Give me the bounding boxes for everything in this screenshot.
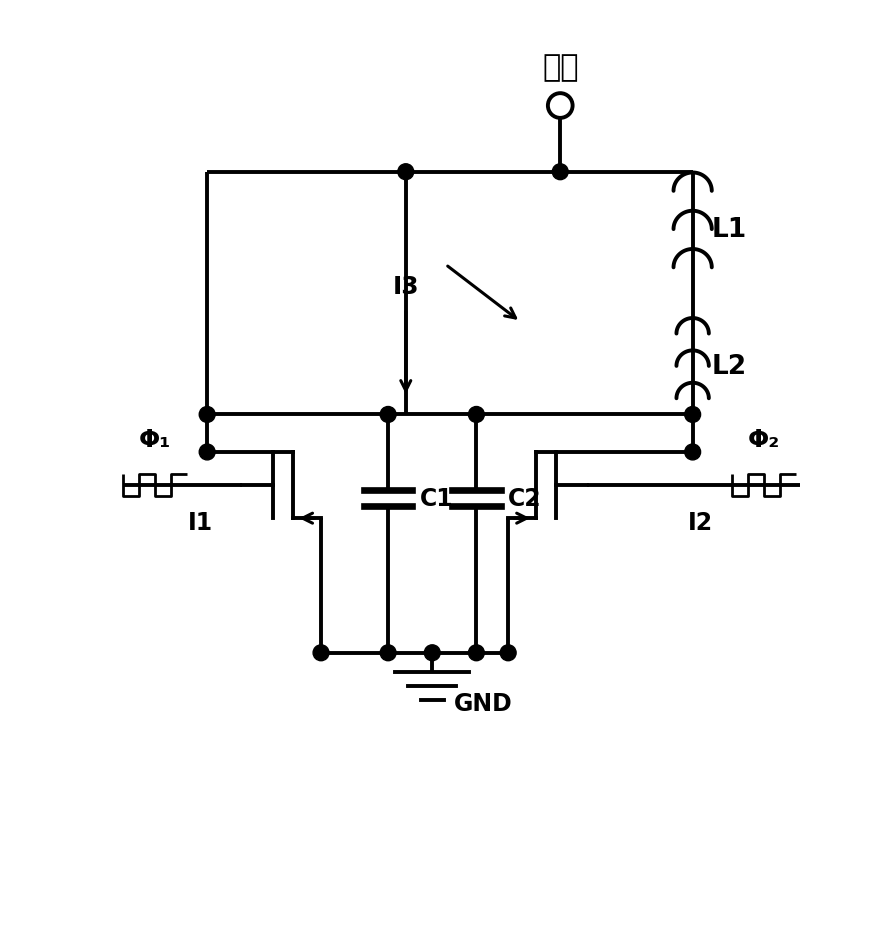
Circle shape — [684, 407, 700, 423]
Text: I1: I1 — [188, 511, 213, 535]
Circle shape — [398, 165, 413, 181]
Text: L2: L2 — [712, 353, 748, 379]
Circle shape — [469, 645, 485, 661]
Circle shape — [380, 645, 396, 661]
Circle shape — [684, 445, 700, 461]
Text: I3: I3 — [392, 275, 419, 299]
Circle shape — [313, 645, 329, 661]
Circle shape — [380, 407, 396, 423]
Text: C1: C1 — [420, 487, 454, 511]
Text: GND: GND — [454, 692, 513, 716]
Text: I2: I2 — [688, 511, 713, 535]
Circle shape — [500, 645, 516, 661]
Text: 输入: 输入 — [542, 53, 578, 82]
Circle shape — [200, 407, 215, 423]
Text: C2: C2 — [508, 487, 542, 511]
Text: Φ₂: Φ₂ — [748, 427, 781, 451]
Circle shape — [552, 165, 568, 181]
Circle shape — [469, 407, 485, 423]
Text: Φ₁: Φ₁ — [139, 427, 171, 451]
Circle shape — [424, 645, 440, 661]
Circle shape — [200, 445, 215, 461]
Text: L1: L1 — [712, 217, 748, 243]
